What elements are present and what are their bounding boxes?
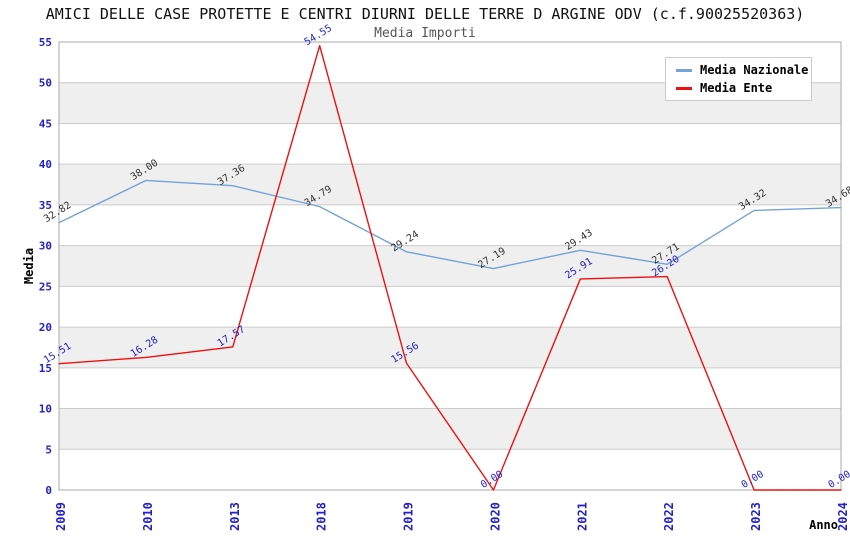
y-tick-label: 5 [45, 443, 52, 456]
x-tick-label: 2009 [54, 502, 68, 531]
band [59, 164, 841, 205]
x-axis-title: Anno [809, 518, 838, 532]
x-tick-label: 2023 [749, 502, 763, 531]
plot-border [58, 41, 842, 491]
x-tick-label: 2013 [228, 502, 242, 531]
x-tick-label: 2010 [141, 502, 155, 531]
y-tick-label: 15 [39, 362, 52, 375]
legend-item-media-nazionale: Media Nazionale [676, 63, 811, 77]
point-label: 54.55 [303, 23, 334, 48]
chart-subtitle: Media Importi [374, 26, 476, 41]
legend-line-sample-nazionale [676, 68, 692, 72]
legend-label-ente: Media Ente [700, 81, 773, 95]
y-tick-label: 55 [39, 36, 52, 49]
legend-line-sample-ente [676, 86, 692, 90]
y-tick-label: 45 [39, 117, 52, 130]
chart-title: AMICI DELLE CASE PROTETTE E CENTRI DIURN… [45, 5, 805, 23]
x-tick-label: 2024 [836, 502, 850, 531]
x-tick-label: 2020 [488, 502, 502, 531]
x-tick-label: 2021 [575, 502, 589, 531]
series-line-media-ente [58, 44, 842, 491]
legend-label-nazionale: Media Nazionale [700, 63, 809, 77]
y-tick-label: 20 [39, 321, 52, 334]
x-tick-label: 2019 [402, 502, 416, 531]
y-axis-title: Media [22, 248, 36, 284]
band [59, 245, 841, 287]
y-tick-label: 0 [45, 484, 52, 497]
y-tick-label: 25 [39, 280, 52, 293]
point-label: 0.00 [827, 469, 850, 491]
y-tick-label: 35 [39, 199, 52, 212]
legend: Media Nazionale Media Ente [665, 57, 812, 101]
y-tick-label: 10 [39, 403, 52, 416]
y-tick-label: 50 [39, 77, 52, 90]
y-tick-label: 40 [39, 158, 52, 171]
legend-item-media-ente: Media Ente [676, 81, 811, 95]
y-tick-label: 30 [39, 240, 52, 253]
x-tick-label: 2018 [315, 502, 329, 531]
band [59, 327, 841, 368]
x-tick-label: 2022 [662, 502, 676, 531]
band [59, 408, 841, 450]
series-line-media-nazionale [58, 179, 842, 270]
